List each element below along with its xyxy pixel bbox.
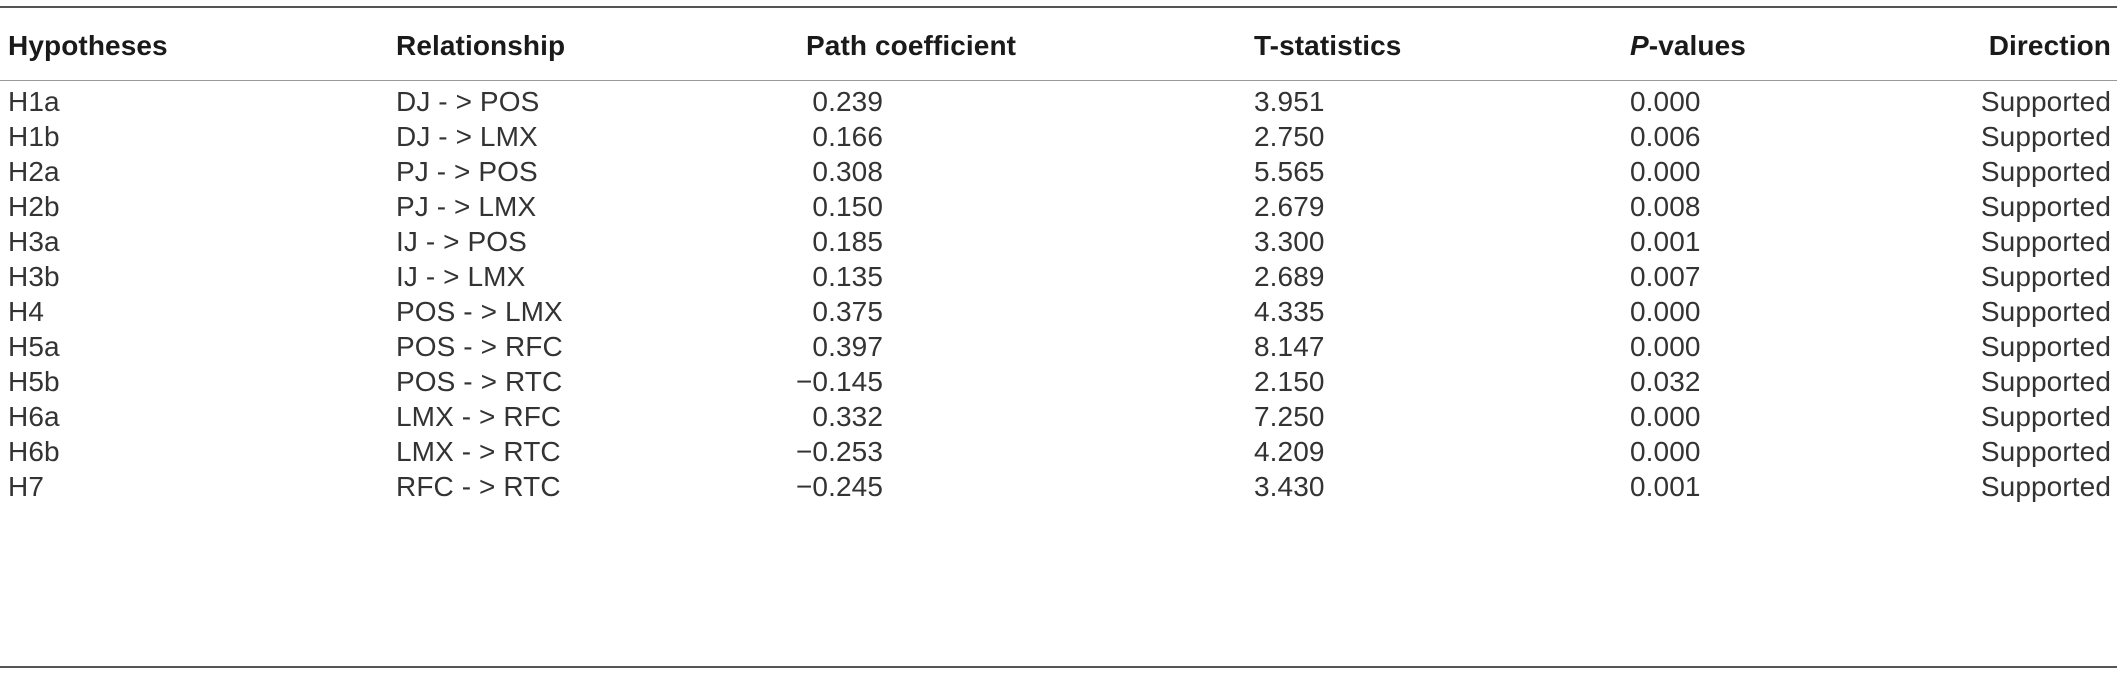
cell-direction: Supported: [1980, 295, 2111, 327]
cell-relationship: POS - > LMX: [396, 295, 563, 327]
table-row: H1a DJ - > POS 0.239 3.951 0.000 Supported: [0, 78, 2117, 125]
cell-p-value: 0.006: [1630, 120, 1701, 152]
table-row: H2a PJ - > POS 0.308 5.565 0.000 Supported: [0, 148, 2117, 195]
cell-direction: Supported: [1980, 400, 2111, 432]
table-row: H3a IJ - > POS 0.185 3.300 0.001 Supported: [0, 218, 2117, 265]
cell-relationship: IJ - > POS: [396, 225, 527, 257]
cell-direction: Supported: [1980, 330, 2111, 362]
table-row: H3b IJ - > LMX 0.135 2.689 0.007 Supported: [0, 253, 2117, 300]
cell-p-value: 0.000: [1630, 155, 1701, 187]
cell-relationship: LMX - > RTC: [396, 435, 561, 467]
cell-direction: Supported: [1980, 365, 2111, 397]
cell-p-value: 0.032: [1630, 365, 1701, 397]
cell-hypothesis: H3b: [8, 260, 60, 292]
cell-hypothesis: H2b: [8, 190, 60, 222]
cell-p-value: 0.001: [1630, 225, 1701, 257]
table-row: H7 RFC - > RTC −0.245 3.430 0.001 Supported: [0, 463, 2117, 510]
table-row: H6b LMX - > RTC −0.253 4.209 0.000 Supported: [0, 428, 2117, 475]
table-header-rule: [0, 80, 2117, 81]
cell-hypothesis: H1a: [8, 85, 60, 117]
cell-t-statistic: 2.679: [1254, 190, 1325, 222]
cell-hypothesis: H2a: [8, 155, 60, 187]
cell-p-value: 0.000: [1630, 435, 1701, 467]
cell-t-statistic: 3.951: [1254, 85, 1325, 117]
cell-hypothesis: H1b: [8, 120, 60, 152]
cell-direction: Supported: [1980, 435, 2111, 467]
table-row: H4 POS - > LMX 0.375 4.335 0.000 Supported: [0, 288, 2117, 335]
table-bottom-rule: [0, 666, 2117, 668]
cell-hypothesis: H6b: [8, 435, 60, 467]
header-path-coefficient: Path coefficient: [806, 30, 1017, 61]
cell-p-value: 0.000: [1630, 85, 1701, 117]
cell-direction: Supported: [1980, 225, 2111, 257]
cell-path-coefficient: 0.332: [812, 400, 883, 432]
cell-relationship: PJ - > POS: [396, 155, 538, 187]
cell-p-value: 0.008: [1630, 190, 1701, 222]
header-p-values: P -values: [1630, 16, 1746, 76]
cell-hypothesis: H3a: [8, 225, 60, 257]
cell-path-coefficient: −0.145: [795, 365, 883, 397]
cell-hypothesis: H6a: [8, 400, 60, 432]
table-row: H2b PJ - > LMX 0.150 2.679 0.008 Supported: [0, 183, 2117, 230]
cell-direction: Supported: [1980, 120, 2111, 152]
cell-path-coefficient: 0.308: [812, 155, 883, 187]
cell-path-coefficient: 0.239: [812, 85, 883, 117]
table-top-rule: [0, 6, 2117, 8]
cell-relationship: RFC - > RTC: [396, 470, 561, 502]
cell-relationship: LMX - > RFC: [396, 400, 562, 432]
cell-relationship: DJ - > POS: [396, 85, 540, 117]
cell-p-value: 0.000: [1630, 400, 1701, 432]
cell-hypothesis: H4: [8, 295, 44, 327]
cell-hypothesis: H5a: [8, 330, 60, 362]
cell-t-statistic: 3.430: [1254, 470, 1325, 502]
cell-direction: Supported: [1980, 470, 2111, 502]
cell-t-statistic: 5.565: [1254, 155, 1325, 187]
table-row: H6a LMX - > RFC 0.332 7.250 0.000 Supported: [0, 393, 2117, 440]
cell-t-statistic: 8.147: [1254, 330, 1325, 362]
cell-t-statistic: 3.300: [1254, 225, 1325, 257]
table-row: H5a POS - > RFC 0.397 8.147 0.000 Supported: [0, 323, 2117, 370]
cell-relationship: POS - > RFC: [396, 330, 563, 362]
cell-t-statistic: 2.150: [1254, 365, 1325, 397]
cell-relationship: POS - > RTC: [396, 365, 563, 397]
cell-relationship: DJ - > LMX: [396, 120, 538, 152]
table-row: H1b DJ - > LMX 0.166 2.750 0.006 Supported: [0, 113, 2117, 160]
cell-path-coefficient: −0.245: [795, 470, 883, 502]
cell-hypothesis: H7: [8, 470, 44, 502]
table-row: H5b POS - > RTC −0.145 2.150 0.032 Supported: [0, 358, 2117, 405]
cell-t-statistic: 7.250: [1254, 400, 1325, 432]
header-t-statistics: T-statistics: [1254, 30, 1402, 61]
cell-direction: Supported: [1980, 190, 2111, 222]
cell-t-statistic: 4.209: [1254, 435, 1325, 467]
table-header-row: Hypotheses Relationship Path coefficient…: [0, 16, 2117, 76]
cell-direction: Supported: [1980, 85, 2111, 117]
cell-p-value: 0.000: [1630, 295, 1701, 327]
cell-path-coefficient: 0.150: [812, 190, 883, 222]
cell-path-coefficient: 0.166: [812, 120, 883, 152]
cell-p-value: 0.007: [1630, 260, 1701, 292]
cell-relationship: PJ - > LMX: [396, 190, 537, 222]
cell-path-coefficient: 0.375: [812, 295, 883, 327]
cell-direction: Supported: [1980, 260, 2111, 292]
cell-path-coefficient: −0.253: [795, 435, 883, 467]
cell-p-value: 0.001: [1630, 470, 1701, 502]
header-p-suffix: -values: [1648, 30, 1746, 61]
cell-t-statistic: 2.750: [1254, 120, 1325, 152]
cell-path-coefficient: 0.185: [812, 225, 883, 257]
cell-t-statistic: 2.689: [1254, 260, 1325, 292]
cell-t-statistic: 4.335: [1254, 295, 1325, 327]
header-relationship: Relationship: [396, 30, 566, 61]
header-hypotheses: Hypotheses: [8, 30, 168, 61]
cell-path-coefficient: 0.397: [812, 330, 883, 362]
cell-relationship: IJ - > LMX: [396, 260, 526, 292]
header-p-italic: P: [1630, 30, 1649, 61]
cell-path-coefficient: 0.135: [812, 260, 883, 292]
header-direction: Direction: [1988, 30, 2111, 61]
cell-hypothesis: H5b: [8, 365, 60, 397]
cell-direction: Supported: [1980, 155, 2111, 187]
cell-p-value: 0.000: [1630, 330, 1701, 362]
